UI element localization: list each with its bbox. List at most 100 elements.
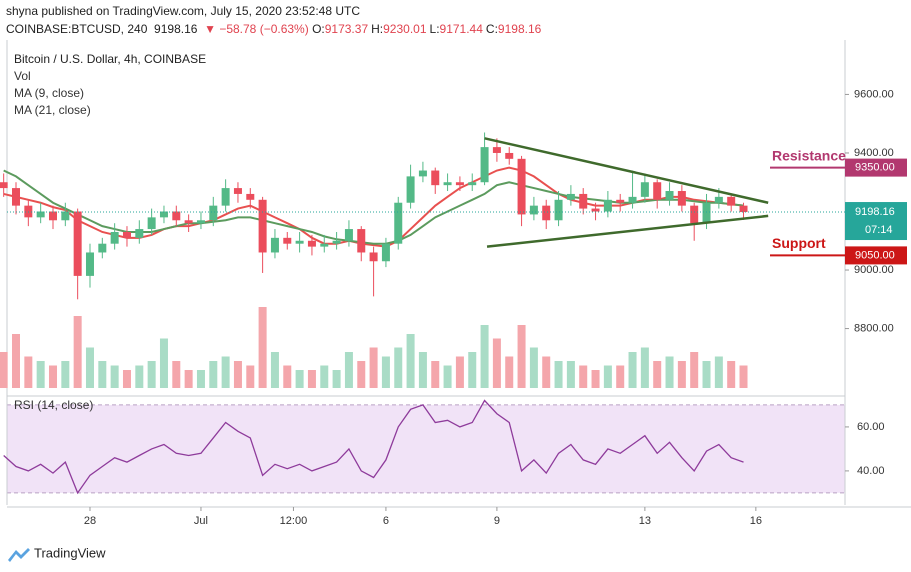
candle-body xyxy=(492,147,501,153)
level-name: Support xyxy=(772,235,826,251)
candle-body xyxy=(505,152,514,159)
x-tick-label: 16 xyxy=(750,515,762,527)
volume-bar xyxy=(196,370,205,388)
x-tick-label: 28 xyxy=(84,515,96,527)
candle-body xyxy=(270,237,279,253)
candle-body xyxy=(0,182,8,189)
y-tick-label: 9400.00 xyxy=(854,147,894,159)
publish-line: shyna published on TradingView.com, July… xyxy=(6,4,360,18)
ohlc-value: 9198.16 xyxy=(497,22,542,36)
legend-entry: MA (9, close) xyxy=(14,86,84,100)
volume-bar xyxy=(172,361,181,388)
candle-body xyxy=(196,220,205,224)
price-box xyxy=(845,202,907,241)
volume-bar xyxy=(443,365,452,388)
volume-bar xyxy=(110,365,119,388)
candle-body xyxy=(332,240,341,244)
volume-bar xyxy=(147,361,156,388)
candle-body xyxy=(665,191,674,200)
candle-body xyxy=(98,243,107,253)
candle-body xyxy=(73,211,82,276)
candle-body xyxy=(394,202,403,244)
trendline xyxy=(484,137,769,204)
volume-bar xyxy=(344,352,353,388)
volume-bar xyxy=(12,334,21,388)
ohlc-key: C: xyxy=(485,22,498,36)
trendline xyxy=(486,214,769,248)
volume-bar xyxy=(98,361,107,388)
candle-body xyxy=(135,229,144,238)
x-tick-label: 12:00 xyxy=(280,515,308,527)
rsi-line xyxy=(3,399,744,495)
candle-body xyxy=(246,193,255,200)
candle-body xyxy=(566,193,575,200)
rsi-band xyxy=(7,404,845,493)
rsi-tick-label: 60.00 xyxy=(857,421,885,433)
candle-body xyxy=(85,252,94,276)
ohlc-value: 9171.44 xyxy=(439,22,483,36)
candle-body xyxy=(653,182,662,200)
candle-body xyxy=(110,231,119,244)
level-name: Resistance xyxy=(772,147,846,163)
candle-body xyxy=(233,188,242,194)
volume-bar xyxy=(24,356,33,388)
volume-bar xyxy=(270,352,279,388)
candle-body xyxy=(542,205,551,221)
candle-body xyxy=(616,199,625,203)
level-box xyxy=(845,158,907,177)
candle-body xyxy=(418,170,427,177)
candle-body xyxy=(455,182,464,186)
y-tick-label: 9000.00 xyxy=(854,264,894,276)
candle-body xyxy=(48,211,57,221)
last-price: 9198.16 xyxy=(154,22,198,36)
price-label: 9198.16 xyxy=(855,206,895,218)
volume-bar xyxy=(616,365,625,388)
countdown: 07:14 xyxy=(865,224,893,236)
candle-body xyxy=(295,240,304,244)
volume-bar xyxy=(665,356,674,388)
candle-body xyxy=(640,182,649,197)
volume-bar xyxy=(184,370,193,388)
brand-logo xyxy=(8,548,30,562)
candle-body xyxy=(209,205,218,221)
volume-bar xyxy=(603,365,612,388)
candle-body xyxy=(12,188,21,206)
volume-bar xyxy=(714,356,723,388)
candle-body xyxy=(443,182,452,186)
volume-bar xyxy=(48,365,57,388)
candle-body xyxy=(480,147,489,183)
ohlc-value: 9230.01 xyxy=(383,22,427,36)
candle-body xyxy=(591,208,600,212)
volume-bar xyxy=(628,352,637,388)
candle-body xyxy=(307,240,316,247)
volume-bar xyxy=(492,338,501,388)
candle-body xyxy=(357,229,366,253)
volume-bar xyxy=(122,370,131,388)
volume-bar xyxy=(529,347,538,388)
x-tick-label: 6 xyxy=(383,515,389,527)
volume-bar xyxy=(0,352,8,388)
volume-bar xyxy=(307,370,316,388)
volume-bar xyxy=(480,325,489,388)
rsi-tick-label: 40.00 xyxy=(857,465,885,477)
volume-bar xyxy=(517,325,526,388)
volume-bar xyxy=(73,316,82,388)
candle-body xyxy=(36,211,45,218)
volume-bar xyxy=(246,365,255,388)
candle-body xyxy=(184,220,193,224)
ohlc-key: L: xyxy=(429,22,440,36)
candle-body xyxy=(431,170,440,186)
level-label: 9350.00 xyxy=(855,162,895,174)
chart-title: Bitcoin / U.S. Dollar, 4h, COINBASE xyxy=(14,52,206,66)
volume-bar xyxy=(406,334,415,388)
volume-bar xyxy=(394,347,403,388)
candle-body xyxy=(381,243,390,262)
candle-body xyxy=(344,229,353,241)
x-tick-label: 9 xyxy=(494,515,500,527)
volume-bar xyxy=(381,356,390,388)
candle-body xyxy=(517,158,526,215)
candle-body xyxy=(24,205,33,218)
legend-entry: MA (21, close) xyxy=(14,103,91,117)
volume-bar xyxy=(739,365,748,388)
